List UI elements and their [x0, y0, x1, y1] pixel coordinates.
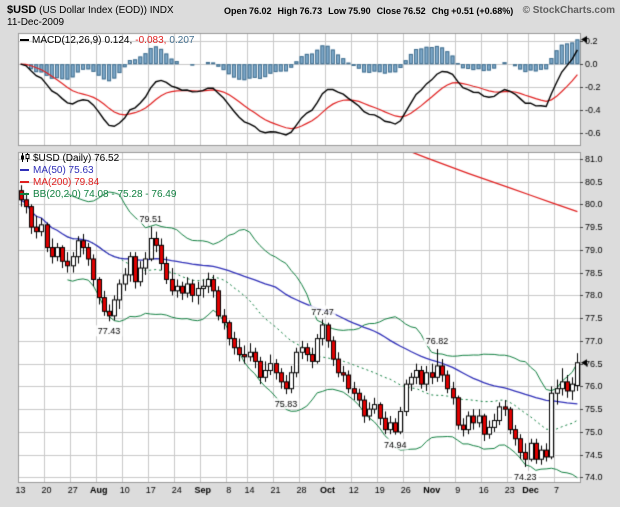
open-value: 76.02 [249, 6, 272, 16]
macd-params-label: MACD(12,26,9) [32, 35, 102, 46]
legend-ma50-row: MA(50) 75.63 [20, 165, 176, 177]
legend-ma200-row: MA(200) 79.84 [20, 177, 176, 189]
legend-title: $USD (Daily) 76.52 [33, 153, 120, 164]
chg-value: +0.51 (+0.68%) [451, 6, 514, 16]
price-legend: $USD (Daily) 76.52 MA(50) 75.63 MA(200) … [20, 153, 176, 201]
ma50-swatch-icon [20, 169, 29, 171]
page-title: $USD (US Dollar Index (EOD)) INDX [7, 4, 174, 16]
low-value: 75.90 [348, 6, 371, 16]
symbol-label: $USD [7, 4, 37, 16]
macd-line-swatch-icon [20, 39, 29, 41]
macd-hist-value: 0.207 [169, 35, 195, 46]
open-label: Open [224, 6, 248, 16]
legend-bb-row: BB(20,2.0) 74.08 - 75.28 - 76.49 [20, 189, 176, 201]
macd-legend: MACD(12,26,9) 0.124, -0.083, 0.207 [20, 35, 197, 46]
close-value: 76.52 [403, 6, 426, 16]
legend-title-row: $USD (Daily) 76.52 [20, 153, 176, 165]
macd-signal-value: -0.083, [135, 35, 167, 46]
close-label: Close [376, 6, 402, 16]
ma50-label: MA(50) 75.63 [33, 165, 94, 176]
chart-date: 11-Dec-2009 [7, 17, 65, 28]
symbol-description: (US Dollar Index (EOD)) INDX [36, 5, 174, 16]
high-value: 76.73 [299, 6, 323, 16]
candlestick-icon [20, 153, 30, 166]
bollinger-label: BB(20,2.0) 74.08 - 75.28 - 76.49 [33, 189, 177, 200]
copyright-notice: © StockCharts.com [522, 5, 615, 16]
quote-line: Open 76.02 High 76.73 Low 75.90 Close 76.52 Chg +… [224, 6, 519, 16]
chg-label: Chg [431, 6, 450, 16]
ma200-label: MA(200) 79.84 [33, 177, 100, 188]
macd-value: 0.124, [104, 35, 133, 46]
bollinger-swatch-icon [20, 193, 29, 195]
high-label: High [277, 6, 298, 16]
ma200-swatch-icon [20, 181, 29, 183]
low-label: Low [328, 6, 347, 16]
